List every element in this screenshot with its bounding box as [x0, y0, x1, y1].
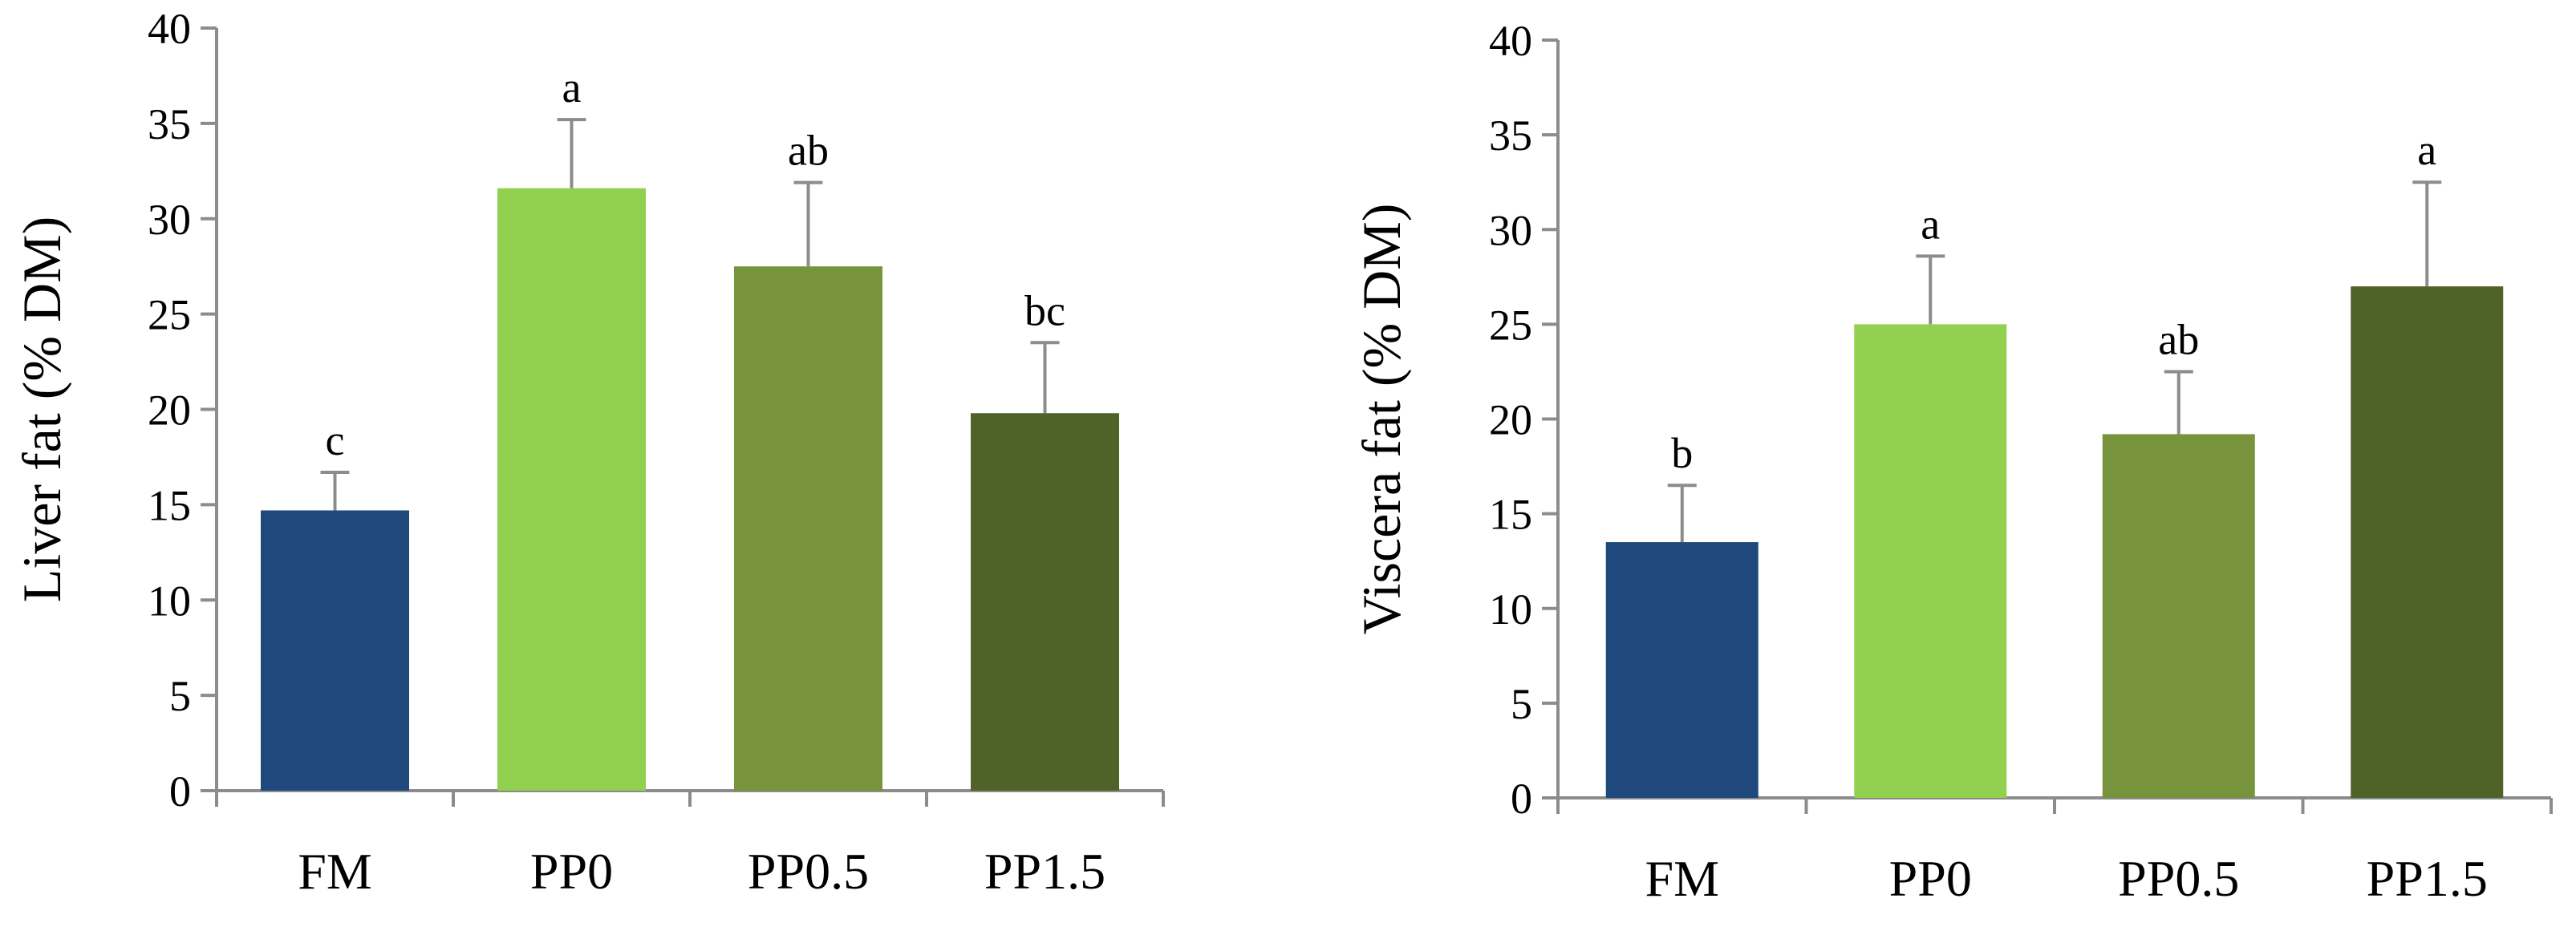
significance-label: a [562, 63, 582, 111]
significance-label: bc [1024, 286, 1065, 334]
y-tick-label: 5 [1511, 680, 1532, 728]
y-tick-label: 20 [148, 387, 191, 435]
x-category-label: PP0.5 [2118, 850, 2239, 907]
y-tick-label: 0 [1511, 775, 1532, 823]
bar-PP1.5 [2351, 286, 2504, 798]
y-tick-label: 0 [169, 767, 191, 816]
y-tick-label: 15 [1489, 491, 1532, 539]
x-category-label: PP0.5 [748, 843, 869, 900]
bar-FM [1605, 542, 1759, 798]
x-category-label: PP0 [1889, 850, 1972, 907]
y-tick-label: 5 [169, 672, 191, 720]
y-tick-label: 35 [148, 100, 191, 148]
y-tick-label: 10 [148, 577, 191, 625]
chart-panel-2: 0 5 10 15 20 25 30 35 40 b FM a PP0 ab PP0.5 a PP1.5 Visc… [1351, 17, 2553, 907]
significance-label: ab [2158, 315, 2199, 363]
significance-label: a [1921, 200, 1940, 248]
x-category-label: PP0 [530, 843, 613, 900]
bar-FM [261, 510, 409, 791]
y-tick-label: 40 [1489, 17, 1532, 65]
bar-PP0.5 [734, 266, 882, 791]
bar-PP0 [1854, 324, 2007, 798]
y-tick-label: 25 [148, 291, 191, 339]
y-tick-label: 30 [1489, 206, 1532, 254]
y-tick-label: 40 [148, 5, 191, 53]
significance-label: ab [788, 127, 829, 175]
y-tick-label: 10 [1489, 585, 1532, 633]
y-tick-label: 25 [1489, 301, 1532, 349]
significance-label: b [1671, 429, 1693, 477]
y-tick-label: 15 [148, 481, 191, 529]
significance-label: c [326, 416, 345, 464]
y-axis-title: Liver fat (% DM) [11, 217, 72, 602]
y-tick-label: 30 [148, 196, 191, 244]
chart-panel-1: 0 5 10 15 20 25 30 35 40 c FM a PP0 ab PP0.5 bc PP1.5 Liv… [11, 5, 1165, 900]
x-category-label: PP1.5 [2367, 850, 2488, 907]
y-axis-title: Viscera fat (% DM) [1351, 204, 1412, 635]
y-tick-label: 20 [1489, 396, 1532, 444]
bar-PP0.5 [2102, 434, 2255, 798]
x-category-label: FM [1645, 850, 1720, 907]
x-category-label: FM [298, 843, 372, 900]
significance-label: a [2417, 126, 2436, 174]
x-category-label: PP1.5 [984, 843, 1105, 900]
bar-PP0 [497, 188, 646, 791]
y-tick-label: 35 [1489, 111, 1532, 160]
bar-PP1.5 [971, 413, 1119, 791]
